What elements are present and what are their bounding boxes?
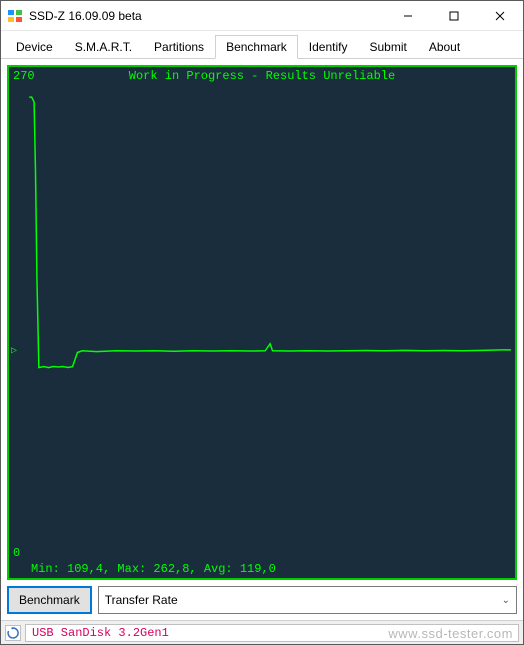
tab-smart[interactable]: S.M.A.R.T. xyxy=(64,35,143,59)
titlebar: SSD-Z 16.09.09 beta xyxy=(1,1,523,31)
app-icon xyxy=(7,8,23,24)
tab-partitions[interactable]: Partitions xyxy=(143,35,215,59)
content-area: 270 Work in Progress - Results Unreliabl… xyxy=(1,59,523,620)
chevron-down-icon: ⌄ xyxy=(502,595,510,606)
window-controls xyxy=(385,1,523,31)
app-window: SSD-Z 16.09.09 beta DeviceS.M.A.R.T.Part… xyxy=(0,0,524,645)
benchmark-chart: 270 Work in Progress - Results Unreliabl… xyxy=(7,65,517,580)
benchmark-button[interactable]: Benchmark xyxy=(7,586,92,614)
tab-benchmark[interactable]: Benchmark xyxy=(215,35,298,59)
minimize-button[interactable] xyxy=(385,1,431,31)
tab-identify[interactable]: Identify xyxy=(298,35,359,59)
tab-device[interactable]: Device xyxy=(5,35,64,59)
tab-about[interactable]: About xyxy=(418,35,471,59)
chart-title: Work in Progress - Results Unreliable xyxy=(9,69,515,83)
maximize-button[interactable] xyxy=(431,1,477,31)
watermark: www.ssd-tester.com xyxy=(388,626,513,641)
y-axis-min-label: 0 xyxy=(13,546,20,560)
chart-canvas xyxy=(9,67,515,578)
avg-marker-icon: ▷ xyxy=(11,345,17,357)
metric-dropdown[interactable]: Transfer Rate ⌄ xyxy=(98,586,517,614)
tab-bar: DeviceS.M.A.R.T.PartitionsBenchmarkIdent… xyxy=(1,31,523,59)
close-button[interactable] xyxy=(477,1,523,31)
chart-stats: Min: 109,4, Max: 262,8, Avg: 119,0 xyxy=(31,562,276,576)
window-title: SSD-Z 16.09.09 beta xyxy=(29,9,385,23)
controls-row: Benchmark Transfer Rate ⌄ xyxy=(7,586,517,614)
status-bar: USB SanDisk 3.2Gen1 www.ssd-tester.com xyxy=(1,620,523,644)
tab-submit[interactable]: Submit xyxy=(358,35,417,59)
dropdown-selected-label: Transfer Rate xyxy=(105,593,178,607)
refresh-icon[interactable] xyxy=(5,625,21,641)
